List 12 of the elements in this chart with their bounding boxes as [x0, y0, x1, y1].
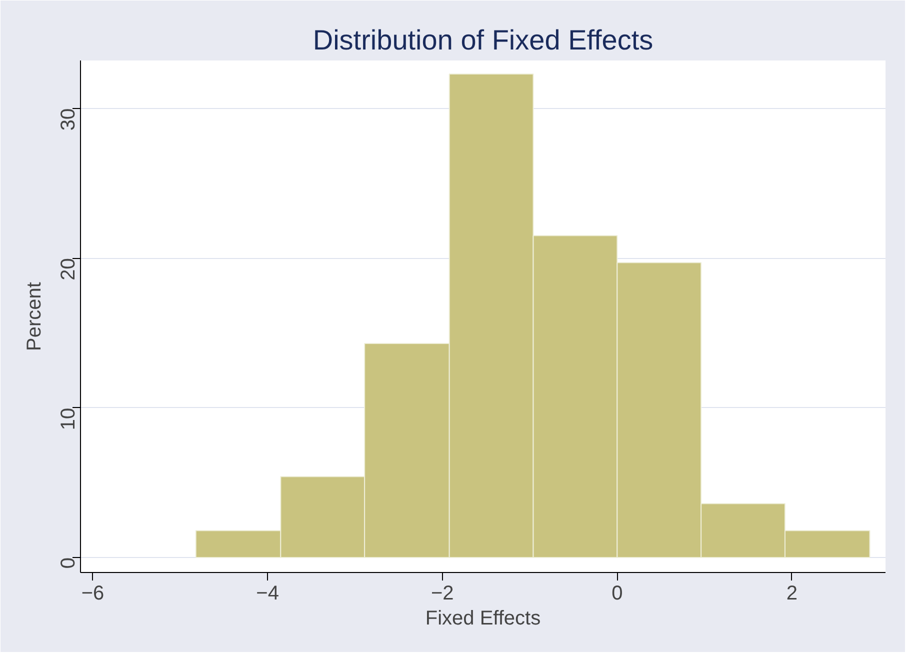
x-tick-label: −4 — [256, 582, 279, 604]
y-tick-label: 20 — [58, 258, 80, 280]
x-tick-label: 2 — [786, 582, 798, 604]
x-axis-title: Fixed Effects — [425, 608, 541, 630]
x-tick-label: 0 — [612, 582, 623, 604]
chart-title: Distribution of Fixed Effects — [312, 24, 654, 56]
y-tick-label: 0 — [58, 558, 80, 569]
y-tick-label: 30 — [58, 108, 80, 131]
y-axis-title: Percent — [24, 282, 46, 351]
y-tick-label: 10 — [58, 408, 80, 430]
x-tick-label: −2 — [430, 582, 454, 604]
x-tick-label: −6 — [81, 582, 104, 604]
